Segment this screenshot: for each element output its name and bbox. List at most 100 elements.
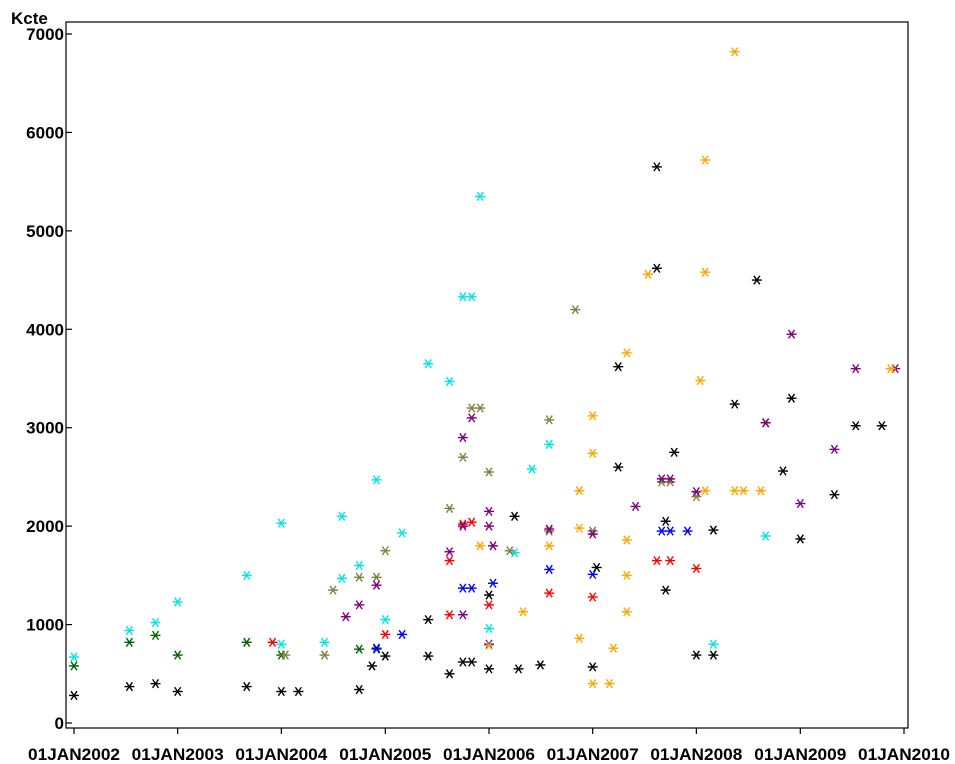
data-point bbox=[621, 348, 632, 358]
data-point bbox=[293, 686, 304, 697]
data-point bbox=[354, 684, 365, 695]
data-point bbox=[621, 607, 632, 617]
data-point bbox=[172, 597, 183, 607]
data-point bbox=[380, 546, 391, 556]
data-point bbox=[484, 640, 494, 650]
data-point bbox=[760, 418, 771, 428]
data-point bbox=[729, 486, 740, 496]
data-point bbox=[544, 564, 555, 575]
y-tick-label: 4000 bbox=[26, 320, 64, 339]
data-point bbox=[340, 612, 351, 622]
data-point bbox=[669, 447, 680, 457]
data-point bbox=[354, 572, 365, 582]
data-point bbox=[885, 364, 896, 374]
y-axis-title: Kcte bbox=[11, 9, 48, 28]
data-point bbox=[380, 614, 391, 625]
data-point bbox=[751, 275, 762, 285]
data-point bbox=[708, 525, 719, 535]
data-point bbox=[544, 415, 555, 425]
data-point bbox=[423, 359, 434, 369]
data-point bbox=[444, 669, 455, 679]
data-point bbox=[371, 580, 382, 590]
data-point bbox=[172, 686, 183, 697]
data-point bbox=[241, 570, 252, 581]
data-point bbox=[267, 637, 278, 647]
x-tick-label: 01JAN2010 bbox=[858, 745, 950, 764]
data-point bbox=[738, 486, 749, 496]
series-3 bbox=[267, 418, 771, 647]
data-point bbox=[518, 607, 529, 617]
data-point bbox=[276, 686, 287, 697]
data-point bbox=[587, 411, 598, 421]
y-tick-label: 0 bbox=[55, 714, 64, 733]
data-point bbox=[700, 267, 711, 277]
data-point bbox=[487, 578, 498, 588]
series-0 bbox=[69, 162, 887, 701]
data-point bbox=[544, 588, 555, 598]
data-point bbox=[457, 521, 468, 531]
data-point bbox=[475, 191, 486, 202]
data-point bbox=[613, 362, 624, 372]
data-point bbox=[124, 681, 135, 692]
data-point bbox=[69, 661, 79, 671]
data-point bbox=[574, 486, 585, 496]
data-point bbox=[587, 662, 598, 672]
data-point bbox=[587, 678, 598, 689]
data-point bbox=[172, 650, 183, 660]
data-points bbox=[69, 47, 901, 701]
data-point bbox=[150, 630, 161, 641]
data-point bbox=[604, 678, 615, 689]
data-point bbox=[708, 639, 719, 649]
series-1 bbox=[69, 191, 771, 662]
y-tick-label: 7000 bbox=[26, 25, 64, 44]
data-point bbox=[484, 467, 494, 477]
data-point bbox=[544, 439, 555, 450]
data-point bbox=[621, 535, 632, 545]
data-point bbox=[708, 650, 719, 660]
data-point bbox=[695, 375, 706, 386]
data-point bbox=[587, 529, 598, 539]
data-point bbox=[850, 364, 861, 374]
data-point bbox=[366, 661, 377, 671]
data-point bbox=[336, 511, 347, 521]
data-point bbox=[656, 474, 667, 484]
x-tick-label: 01JAN2009 bbox=[754, 745, 846, 764]
data-point bbox=[829, 489, 840, 500]
data-point bbox=[513, 664, 524, 674]
data-point bbox=[475, 403, 486, 413]
data-point bbox=[423, 614, 434, 625]
x-tick-label: 01JAN2003 bbox=[132, 745, 224, 764]
data-point bbox=[280, 650, 291, 660]
data-point bbox=[475, 541, 486, 551]
data-point bbox=[150, 617, 161, 628]
data-point bbox=[124, 625, 135, 636]
data-point bbox=[608, 643, 619, 653]
data-point bbox=[526, 464, 537, 474]
y-tick-label: 1000 bbox=[26, 616, 64, 635]
data-point bbox=[643, 269, 654, 279]
data-point bbox=[829, 444, 840, 455]
data-point bbox=[621, 570, 632, 581]
data-point bbox=[319, 637, 330, 647]
data-point bbox=[682, 526, 693, 536]
x-axis: 01JAN2002 01JAN2003 01JAN2004 01JAN2005 01JA… bbox=[28, 728, 950, 764]
x-tick-label: 01JAN2006 bbox=[443, 745, 535, 764]
data-point bbox=[656, 526, 667, 536]
data-point bbox=[544, 524, 555, 534]
x-tick-label: 01JAN2007 bbox=[547, 745, 639, 764]
data-point bbox=[484, 623, 494, 634]
y-tick-label: 5000 bbox=[26, 222, 64, 241]
data-point bbox=[509, 511, 520, 521]
data-point bbox=[371, 572, 382, 582]
data-point bbox=[397, 629, 408, 640]
data-point bbox=[876, 421, 887, 431]
data-point bbox=[466, 583, 477, 593]
data-point bbox=[354, 644, 365, 654]
data-point bbox=[354, 560, 365, 571]
data-point bbox=[587, 592, 598, 602]
x-tick-label: 01JAN2005 bbox=[339, 745, 431, 764]
data-point bbox=[124, 637, 135, 647]
data-point bbox=[466, 413, 477, 423]
data-point bbox=[591, 562, 602, 573]
